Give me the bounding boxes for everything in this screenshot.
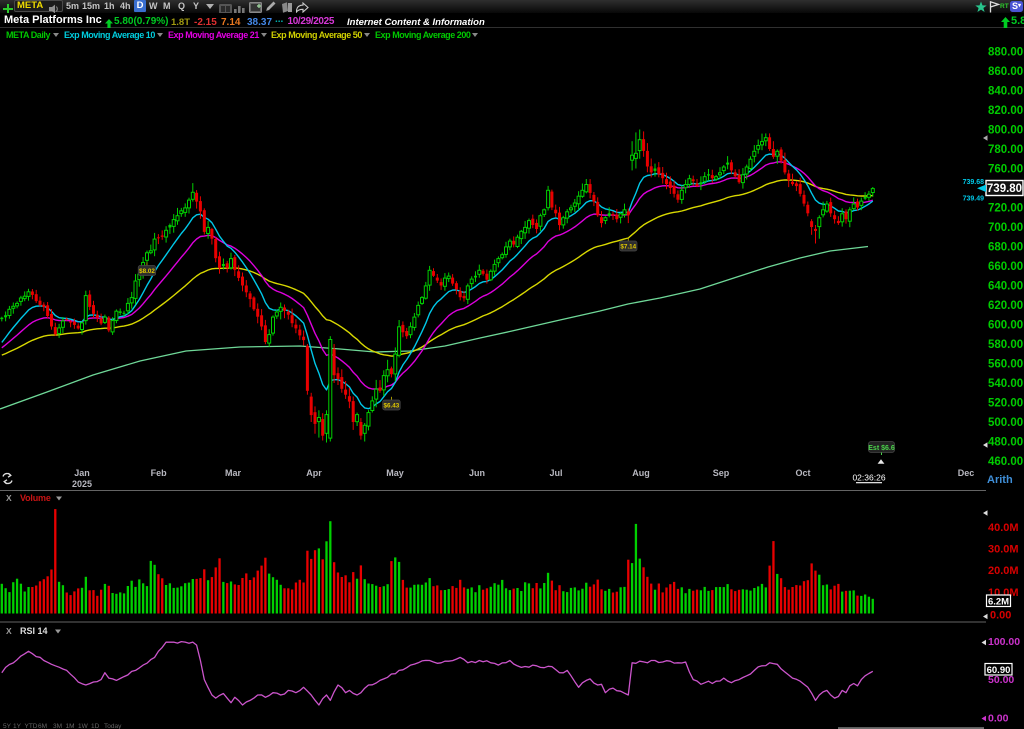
svg-text:100.00: 100.00 <box>988 636 1020 648</box>
svg-text:Oct: Oct <box>795 468 810 478</box>
svg-text:0.00: 0.00 <box>988 713 1009 725</box>
svg-text:880.00: 880.00 <box>988 47 1023 59</box>
svg-text:Jun: Jun <box>469 468 485 478</box>
svg-text:$7.14: $7.14 <box>620 244 636 251</box>
svg-text:Dec: Dec <box>958 468 975 478</box>
svg-text:0.00: 0.00 <box>990 610 1011 622</box>
svg-text:1D: 1D <box>91 723 100 729</box>
svg-text:30.0M: 30.0M <box>988 544 1019 556</box>
svg-text:540.00: 540.00 <box>988 378 1023 390</box>
svg-text:Est $6.6: Est $6.6 <box>868 445 895 452</box>
svg-text:6M: 6M <box>38 723 47 729</box>
svg-text:2025: 2025 <box>72 479 92 489</box>
svg-text:720.00: 720.00 <box>988 203 1023 215</box>
svg-text:Sep: Sep <box>713 468 730 478</box>
svg-text:5Y: 5Y <box>3 723 12 729</box>
svg-text:$8.02: $8.02 <box>139 268 155 275</box>
svg-text:May: May <box>386 468 404 478</box>
svg-text:620.00: 620.00 <box>988 300 1023 312</box>
svg-text:60.90: 60.90 <box>987 665 1011 676</box>
svg-text:660.00: 660.00 <box>988 261 1023 273</box>
svg-text:739.80: 739.80 <box>987 183 1022 195</box>
svg-text:739.68: 739.68 <box>963 179 985 186</box>
svg-text:840.00: 840.00 <box>988 86 1023 98</box>
svg-text:739.49: 739.49 <box>963 196 985 203</box>
svg-text:800.00: 800.00 <box>988 125 1023 137</box>
svg-text:Apr: Apr <box>306 468 322 478</box>
svg-text:500.00: 500.00 <box>988 417 1023 429</box>
svg-text:520.00: 520.00 <box>988 398 1023 410</box>
svg-text:460.00: 460.00 <box>988 456 1023 468</box>
svg-text:600.00: 600.00 <box>988 320 1023 332</box>
svg-text:860.00: 860.00 <box>988 66 1023 78</box>
svg-text:X: X <box>6 493 12 503</box>
svg-text:RSI 14: RSI 14 <box>20 626 48 636</box>
svg-text:1Y: 1Y <box>13 723 22 729</box>
svg-text:40.0M: 40.0M <box>988 522 1019 534</box>
svg-text:Aug: Aug <box>632 468 650 478</box>
svg-text:560.00: 560.00 <box>988 359 1023 371</box>
svg-text:1W: 1W <box>78 723 89 729</box>
svg-text:Feb: Feb <box>151 468 168 478</box>
svg-text:1M: 1M <box>66 723 75 729</box>
svg-text:Mar: Mar <box>225 468 242 478</box>
svg-text:$6.43: $6.43 <box>384 403 400 410</box>
svg-text:Volume: Volume <box>20 493 51 503</box>
svg-text:780.00: 780.00 <box>988 144 1023 156</box>
svg-text:700.00: 700.00 <box>988 222 1023 234</box>
svg-text:6.2M: 6.2M <box>988 596 1009 607</box>
svg-text:YTD: YTD <box>25 723 38 729</box>
svg-text:580.00: 580.00 <box>988 339 1023 351</box>
svg-text:760.00: 760.00 <box>988 164 1023 176</box>
svg-text:820.00: 820.00 <box>988 105 1023 117</box>
svg-text:02:36:26: 02:36:26 <box>852 473 885 483</box>
svg-text:3M: 3M <box>53 723 62 729</box>
svg-text:680.00: 680.00 <box>988 242 1023 254</box>
svg-text:Jul: Jul <box>549 468 562 478</box>
svg-text:50.00: 50.00 <box>988 674 1014 686</box>
svg-text:480.00: 480.00 <box>988 437 1023 449</box>
svg-text:Jan: Jan <box>74 468 90 478</box>
svg-text:X: X <box>6 626 12 636</box>
svg-text:Arith: Arith <box>987 474 1013 486</box>
svg-text:20.0M: 20.0M <box>988 565 1019 577</box>
svg-text:Today: Today <box>104 723 122 729</box>
svg-text:640.00: 640.00 <box>988 281 1023 293</box>
